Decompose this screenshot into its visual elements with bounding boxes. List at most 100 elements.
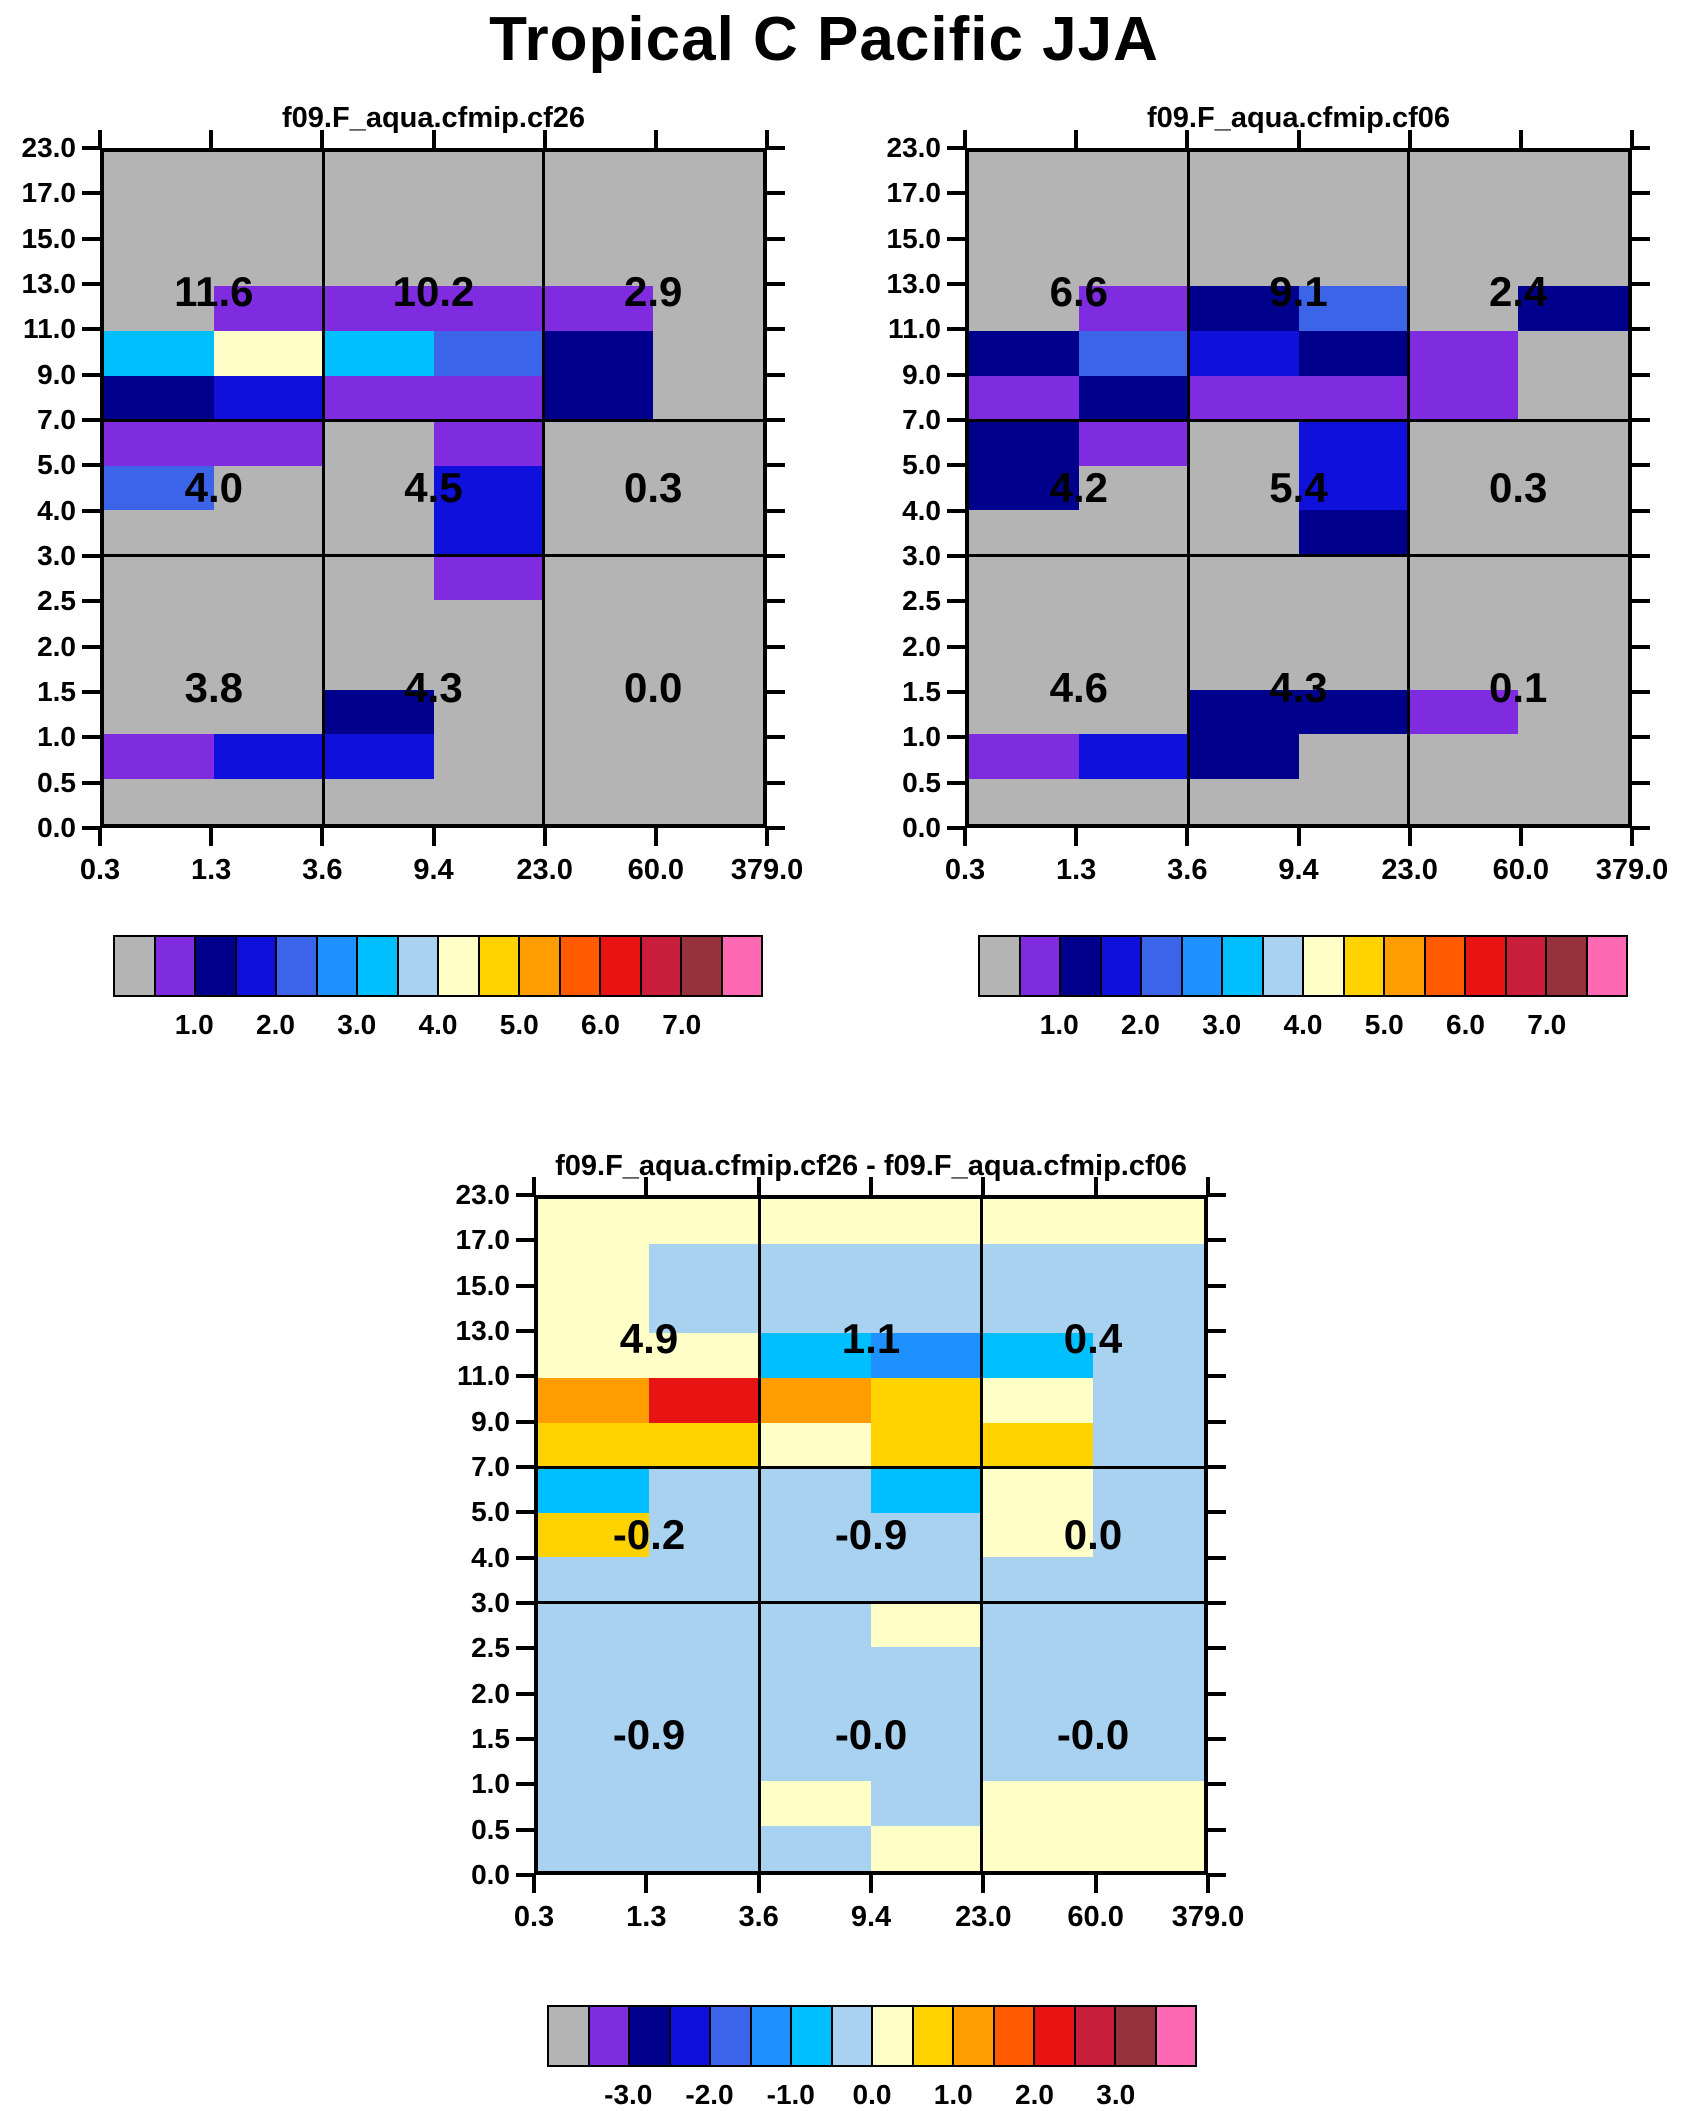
heatmap-cell (213, 241, 325, 289)
heatmap-cell (433, 241, 545, 289)
y-tick-mark (767, 418, 785, 422)
heatmap-cell (1408, 734, 1520, 782)
heatmap-cell (1093, 1199, 1204, 1246)
colorbar-segment (549, 2007, 588, 2065)
y-axis-tick-label: 2.5 (37, 585, 76, 617)
y-tick-mark (82, 327, 100, 332)
heatmap-cell (1188, 510, 1300, 558)
colorbar-segment (628, 2007, 669, 2065)
x-axis-tick-label: 1.3 (190, 854, 232, 886)
heatmap-cell (653, 555, 763, 602)
heatmap-cell (871, 1826, 984, 1871)
y-tick-mark (82, 780, 100, 785)
heatmap-cell (323, 510, 435, 558)
y-tick-mark (767, 644, 785, 649)
y-tick-mark (1208, 1601, 1226, 1605)
heatmap-cell (1408, 152, 1520, 199)
heatmap-diff: 4.9 1.1 0.4 -0.2 -0.9 0.0 -0.9 -0.0 -0.0 (534, 1195, 1208, 1875)
heatmap-cell (104, 286, 216, 334)
colorbar-tick-label: -2.0 (685, 2079, 734, 2110)
region-value-label: 11.6 (174, 267, 254, 315)
y-tick-mark (767, 146, 785, 150)
heatmap-cell (1188, 286, 1300, 334)
heatmap-cell (1093, 1602, 1204, 1649)
y-tick-mark (947, 554, 965, 558)
colorbar-segment (680, 937, 721, 995)
region-value-label: 3.8 (184, 664, 244, 712)
heatmap-cell (653, 376, 763, 423)
heatmap-cell (649, 1781, 762, 1829)
heatmap-cell (213, 376, 325, 423)
y-tick-mark (1208, 1782, 1226, 1787)
region-value-label: 4.6 (1049, 664, 1109, 712)
heatmap-cell (653, 689, 763, 737)
region-value-label: 10.2 (392, 267, 475, 315)
heatmap-cell (104, 689, 216, 737)
y-tick-mark (82, 418, 100, 422)
heatmap-cell (1188, 152, 1300, 199)
region-value-label: 0.3 (623, 464, 683, 511)
y-tick-mark (82, 191, 100, 196)
colorbar-tick-label: 7.0 (662, 1009, 702, 1040)
heatmap-cell (760, 1423, 873, 1470)
y-tick-mark (1208, 1827, 1226, 1832)
region-line-vertical (758, 1199, 762, 1871)
heatmap-cell (213, 779, 325, 824)
heatmap-cell (649, 1826, 762, 1871)
heatmap-cell (1188, 779, 1300, 824)
heatmap-cell (1078, 689, 1190, 737)
heatmap-cell (543, 420, 655, 468)
heatmap-cell (649, 1736, 762, 1784)
x-tick-mark (1296, 130, 1301, 148)
y-axis-tick-label: 9.0 (37, 358, 76, 390)
y-axis-tick-label: 9.0 (902, 358, 941, 390)
y-tick-mark (516, 1737, 534, 1741)
heatmap-cell (760, 1199, 873, 1246)
y-tick-mark (1208, 1555, 1226, 1560)
heatmap-cell (433, 600, 545, 647)
y-axis-tick-label: 13.0 (455, 1315, 511, 1346)
heatmap-cell (543, 734, 655, 782)
y-axis-tick-label: 23.0 (886, 132, 942, 163)
y-axis-tick-label: 0.0 (471, 1859, 510, 1890)
y-axis-tick-label: 4.0 (37, 494, 76, 526)
x-tick-mark (963, 828, 967, 846)
y-tick-mark (1632, 554, 1650, 558)
heatmap-cell (1518, 286, 1628, 334)
heatmap-cell (1408, 779, 1520, 824)
y-axis-tick-label: 2.5 (902, 585, 941, 617)
heatmap-cell (653, 331, 763, 378)
y-tick-mark (1632, 418, 1650, 422)
colorbar-tick-label: 3.0 (1202, 1009, 1242, 1040)
heatmap-cell (104, 420, 216, 468)
heatmap-cell (538, 1423, 651, 1470)
heatmap-cell (871, 1557, 984, 1605)
heatmap-cf26: 11.6 10.2 2.9 4.0 4.5 0.3 3.8 4.3 0.0 (100, 148, 767, 828)
heatmap-cell (538, 1333, 651, 1381)
heatmap-cell (323, 779, 435, 824)
heatmap-cell (982, 1467, 1095, 1515)
y-tick-mark (1208, 1737, 1226, 1741)
x-tick-mark (1407, 828, 1412, 846)
y-axis-tick-label: 15.0 (455, 1269, 511, 1301)
y-tick-mark (82, 282, 100, 286)
heatmap-cell (1093, 1512, 1204, 1560)
heatmap-cell (1518, 331, 1628, 378)
heatmap-cell (1408, 196, 1520, 244)
heatmap-cell (1298, 196, 1410, 244)
colorbar-segment (1302, 937, 1343, 995)
colorbar-tick-label: 6.0 (581, 1009, 620, 1040)
heatmap-cell (1298, 465, 1410, 513)
heatmap-cell (871, 1602, 984, 1649)
heatmap-cell (1078, 555, 1190, 602)
heatmap-cell (1298, 152, 1410, 199)
heatmap-cell (1093, 1378, 1204, 1425)
y-tick-mark (947, 146, 965, 150)
heatmap-cell (213, 555, 325, 602)
heatmap-cell (1408, 286, 1520, 334)
heatmap-cell (543, 465, 655, 513)
x-tick-mark (765, 828, 769, 846)
heatmap-cell (1298, 286, 1410, 334)
x-axis-tick-label: 9.4 (413, 854, 454, 886)
heatmap-cell (538, 1647, 651, 1694)
